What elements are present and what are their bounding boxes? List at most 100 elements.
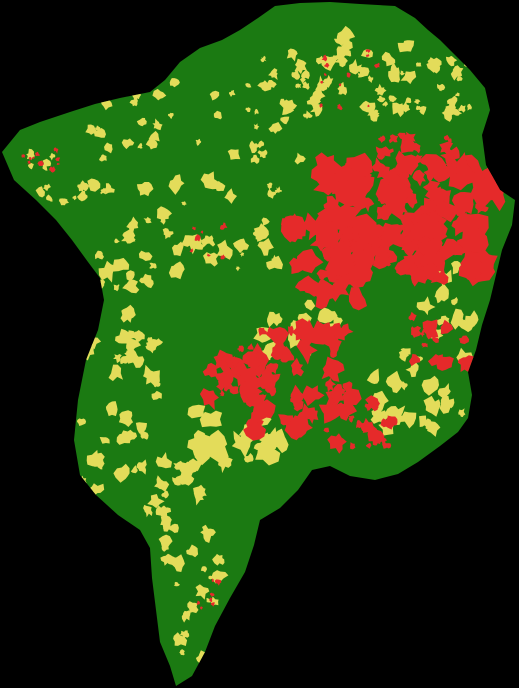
yellow-patch	[128, 330, 140, 340]
red-patch	[200, 606, 203, 610]
yellow-patch	[458, 104, 466, 113]
yellow-patch	[186, 544, 199, 558]
yellow-patch	[78, 180, 90, 192]
yellow-patch	[121, 138, 135, 150]
yellow-patch	[451, 297, 458, 306]
red-patch	[342, 381, 353, 392]
red-patch	[460, 250, 483, 269]
yellow-patch	[374, 83, 387, 96]
red-patch	[329, 391, 344, 405]
red-patch	[404, 131, 416, 144]
red-patch	[382, 167, 400, 184]
yellow-patch	[434, 283, 449, 302]
red-patch	[280, 346, 295, 363]
yellow-patch	[155, 452, 172, 469]
yellow-patch	[200, 566, 207, 573]
yellow-patch	[255, 440, 281, 466]
red-patch	[231, 363, 255, 387]
yellow-patch	[147, 494, 165, 509]
red-patch	[427, 186, 444, 206]
yellow-patch	[143, 364, 160, 388]
red-patch	[309, 320, 337, 345]
red-patch	[420, 157, 430, 165]
yellow-patch	[239, 252, 245, 257]
yellow-patch	[113, 354, 122, 364]
red-patch	[191, 226, 197, 231]
red-patch	[440, 319, 454, 335]
yellow-class-layer	[26, 25, 484, 666]
red-patch	[239, 381, 255, 398]
red-patch	[214, 364, 234, 391]
red-patch	[446, 155, 455, 165]
yellow-patch	[121, 429, 138, 444]
yellow-patch	[72, 195, 77, 201]
red-patch	[346, 72, 351, 78]
red-patch	[342, 388, 362, 408]
red-patch	[256, 351, 263, 359]
red-patch	[196, 600, 201, 605]
red-patch	[219, 225, 225, 230]
yellow-patch	[135, 422, 147, 434]
yellow-patch	[173, 632, 188, 646]
red-patch	[243, 421, 267, 441]
red-patch	[350, 246, 380, 274]
red-patch	[378, 135, 386, 143]
yellow-patch	[302, 110, 313, 120]
red-patch	[422, 263, 437, 282]
red-patch	[300, 275, 322, 297]
red-patch	[365, 53, 370, 57]
red-patch	[210, 592, 215, 598]
yellow-patch	[458, 319, 474, 333]
yellow-patch	[267, 80, 277, 88]
yellow-patch	[445, 55, 458, 67]
red-patch	[259, 394, 267, 402]
red-patch	[439, 238, 463, 261]
red-patch	[426, 328, 439, 340]
yellow-patch	[94, 128, 106, 138]
red-patch	[350, 442, 356, 450]
yellow-patch	[136, 182, 154, 197]
yellow-patch	[304, 299, 316, 311]
yellow-patch	[397, 40, 415, 53]
yellow-patch	[160, 553, 175, 566]
red-patch	[421, 342, 428, 348]
yellow-patch	[85, 124, 99, 135]
yellow-patch	[405, 362, 419, 378]
red-patch	[211, 578, 214, 582]
yellow-patch	[254, 108, 260, 115]
yellow-patch	[105, 401, 118, 417]
red-patch	[453, 152, 472, 181]
yellow-patch	[181, 610, 191, 623]
yellow-patch	[136, 117, 147, 127]
red-patch	[405, 192, 418, 209]
yellow-patch	[209, 90, 220, 101]
yellow-patch	[199, 410, 223, 428]
yellow-patch	[456, 76, 463, 82]
red-patch	[374, 62, 380, 69]
red-patch	[451, 192, 476, 216]
yellow-patch	[173, 581, 180, 587]
red-patch	[365, 49, 371, 53]
yellow-patch	[201, 235, 216, 248]
yellow-patch	[202, 439, 229, 465]
red-patch	[223, 381, 233, 392]
yellow-patch	[126, 270, 135, 282]
red-patch	[394, 150, 419, 176]
red-patch	[199, 388, 219, 411]
yellow-patch	[131, 354, 145, 368]
yellow-patch	[366, 368, 380, 384]
red-patch	[412, 333, 417, 338]
yellow-patch	[419, 415, 428, 427]
red-patch	[297, 319, 318, 349]
red-patch	[445, 161, 451, 167]
red-patch	[432, 335, 439, 343]
red-patch	[313, 173, 344, 196]
red-patch	[49, 166, 56, 173]
yellow-patch	[137, 143, 143, 149]
yellow-patch	[413, 99, 421, 105]
yellow-patch	[143, 504, 153, 518]
yellow-patch	[114, 238, 120, 244]
yellow-patch	[195, 584, 210, 600]
yellow-patch	[249, 140, 261, 154]
